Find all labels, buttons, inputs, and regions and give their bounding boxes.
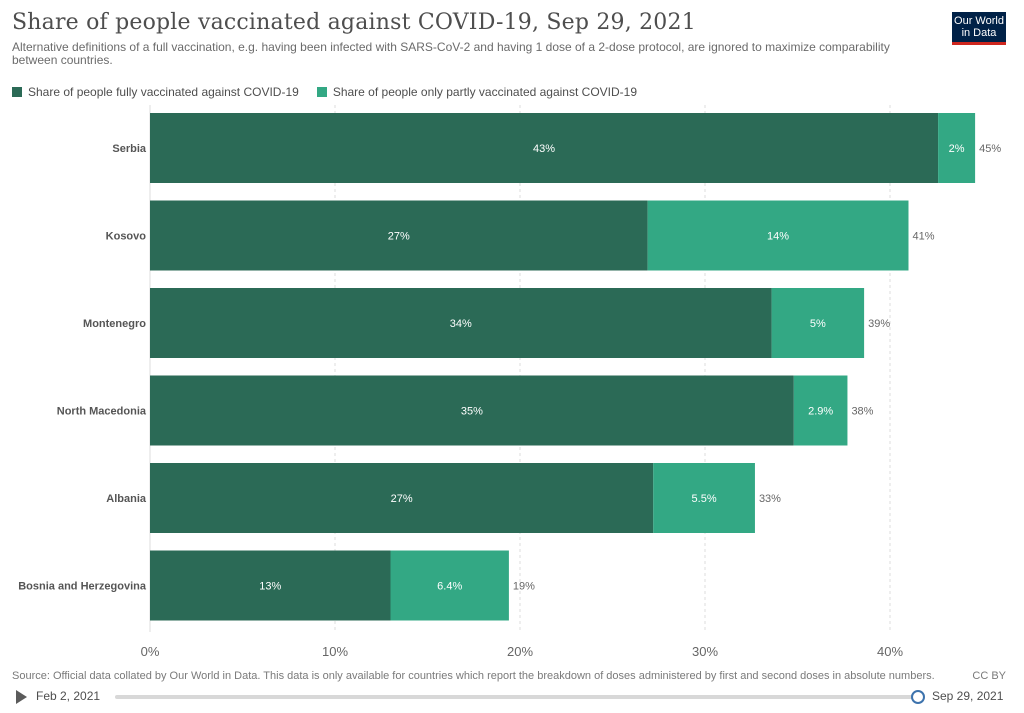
category-label: Montenegro (83, 318, 146, 330)
legend-item-partly[interactable]: Share of people only partly vaccinated a… (316, 85, 637, 99)
play-icon[interactable] (16, 690, 27, 704)
data-label: 35% (461, 406, 483, 418)
license-link[interactable]: CC BY (972, 670, 1006, 682)
total-label: 19% (513, 581, 535, 593)
logo-line-1: Our World (954, 15, 1004, 27)
x-tick-label: 40% (877, 644, 903, 659)
total-label: 33% (759, 493, 781, 505)
data-label: 2.9% (808, 406, 833, 418)
timeline-handle[interactable] (911, 690, 925, 704)
total-label: 45% (979, 143, 1001, 155)
x-tick-label: 0% (141, 644, 160, 659)
bar-partly[interactable] (793, 375, 848, 446)
bar-partly[interactable] (390, 550, 509, 621)
category-label: North Macedonia (57, 406, 147, 418)
timeline-end-date: Sep 29, 2021 (932, 689, 1004, 703)
legend-swatch-fully (12, 87, 22, 97)
total-label: 41% (913, 231, 935, 243)
timeline-start-date: Feb 2, 2021 (36, 689, 101, 703)
timeline-track[interactable] (115, 695, 917, 699)
data-label: 27% (388, 231, 410, 243)
data-label: 5.5% (692, 493, 717, 505)
data-label: 43% (533, 143, 555, 155)
category-label: Kosovo (106, 231, 147, 243)
x-tick-label: 20% (507, 644, 533, 659)
bar-partly[interactable] (771, 288, 865, 358)
legend: Share of people fully vaccinated against… (12, 85, 637, 99)
logo-line-2: in Data (961, 27, 997, 39)
bar-fully[interactable] (150, 375, 794, 446)
owid-logo[interactable]: Our World in Data (952, 12, 1006, 45)
legend-swatch-partly (316, 87, 327, 97)
bars (150, 113, 976, 621)
category-label: Serbia (112, 143, 147, 155)
legend-label-fully: Share of people fully vaccinated against… (28, 85, 299, 99)
bar-fully[interactable] (150, 113, 939, 183)
labels: 0% 10% 20% 30% 40% Serbia 43% 2% 45% Kosovo 27% 14%… (18, 143, 1001, 659)
total-label: 38% (851, 406, 873, 418)
x-tick-label: 30% (692, 644, 718, 659)
x-tick-label: 10% (322, 644, 348, 659)
legend-label-partly: Share of people only partly vaccinated a… (332, 85, 637, 99)
legend-item-fully[interactable]: Share of people fully vaccinated against… (12, 85, 299, 99)
data-label: 27% (391, 493, 413, 505)
total-label: 39% (868, 318, 890, 330)
bar-fully[interactable] (150, 288, 772, 358)
category-label: Albania (106, 493, 147, 505)
bar-partly[interactable] (653, 463, 755, 533)
grid-lines (149, 105, 891, 632)
data-label: 6.4% (437, 581, 462, 593)
timeline: Feb 2, 2021 Sep 29, 2021 (12, 686, 1012, 708)
data-label: 13% (259, 581, 281, 593)
bar-fully[interactable] (150, 200, 648, 271)
data-label: 14% (767, 231, 789, 243)
data-label: 2% (949, 143, 965, 155)
data-label: 5% (810, 318, 826, 330)
bar-partly[interactable] (647, 200, 909, 271)
source-note: Source: Official data collated by Our Wo… (12, 670, 935, 682)
bar-fully[interactable] (150, 550, 391, 621)
bar-partly[interactable] (938, 113, 976, 183)
bar-fully[interactable] (150, 463, 654, 533)
chart-title: Share of people vaccinated against COVID… (12, 10, 696, 35)
data-label: 34% (450, 318, 472, 330)
category-label: Bosnia and Herzegovina (18, 581, 147, 593)
chart-subtitle: Alternative definitions of a full vaccin… (12, 40, 890, 67)
